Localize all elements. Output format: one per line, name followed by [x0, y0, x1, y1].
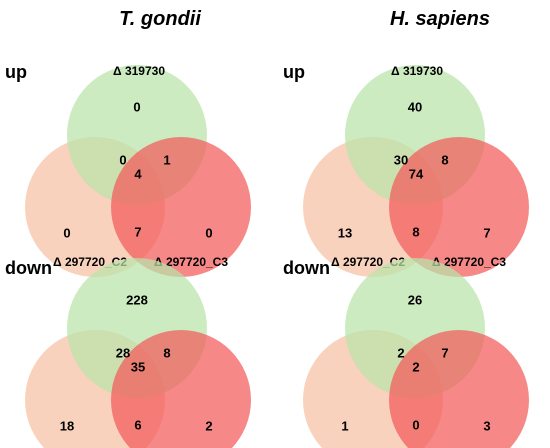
panel-4-count-top-only: 26 — [408, 292, 422, 307]
row-label-up-1: up — [5, 62, 27, 82]
panel-3-count-right-only: 2 — [205, 418, 212, 433]
panel-4-circle-right — [389, 330, 529, 448]
panel-1-circle-right — [111, 137, 251, 277]
panel-3-count-left-only: 18 — [60, 418, 74, 433]
panel-2-count-left-right: 8 — [412, 224, 419, 239]
row-label-down-1: down — [5, 258, 52, 278]
panel-3-count-all-three: 35 — [131, 359, 145, 374]
panel-2-set-label-right: Δ 297720_C3 — [432, 255, 506, 269]
panel-2-count-left-only: 13 — [338, 225, 352, 240]
panel-2-set-label-top: Δ 319730 — [391, 64, 443, 78]
panel-1-count-top-right: 1 — [163, 152, 170, 167]
panel-4-count-top-left: 2 — [397, 345, 404, 360]
column-title-2: H. sapiens — [390, 8, 490, 30]
panel-1-set-label-right: Δ 297720_C3 — [154, 255, 228, 269]
panel-1-set-label-top: Δ 319730 — [113, 64, 165, 78]
panel-3-count-top-right: 8 — [163, 345, 170, 360]
row-label-down-2: down — [283, 258, 330, 278]
column-title-1: T. gondii — [119, 8, 201, 30]
panel-4-count-all-three: 2 — [412, 359, 419, 374]
panel-3-count-left-right: 6 — [134, 417, 141, 432]
panel-4-count-top-right: 7 — [441, 345, 448, 360]
panel-1-count-all-three: 4 — [134, 166, 142, 181]
row-label-up-2: up — [283, 62, 305, 82]
panel-1-count-top-left: 0 — [119, 152, 126, 167]
panel-2-count-top-right: 8 — [441, 152, 448, 167]
panel-2-count-right-only: 7 — [483, 225, 490, 240]
panel-4-count-right-only: 3 — [483, 418, 490, 433]
panel-1-count-left-right: 7 — [134, 224, 141, 239]
panel-3-count-top-left: 28 — [116, 345, 130, 360]
panel-2-count-top-only: 40 — [408, 99, 422, 114]
panel-3-count-top-only: 228 — [126, 292, 148, 307]
panel-2-count-top-left: 30 — [394, 152, 408, 167]
panel-3-circle-right — [111, 330, 251, 448]
panel-1-count-left-only: 0 — [63, 225, 70, 240]
panel-4-count-left-only: 1 — [341, 418, 348, 433]
panel-2-count-all-three: 74 — [409, 166, 424, 181]
panel-2-circle-right — [389, 137, 529, 277]
panel-1-count-right-only: 0 — [205, 225, 212, 240]
panel-4-count-left-right: 0 — [412, 417, 419, 432]
panel-1-count-top-only: 0 — [133, 99, 140, 114]
